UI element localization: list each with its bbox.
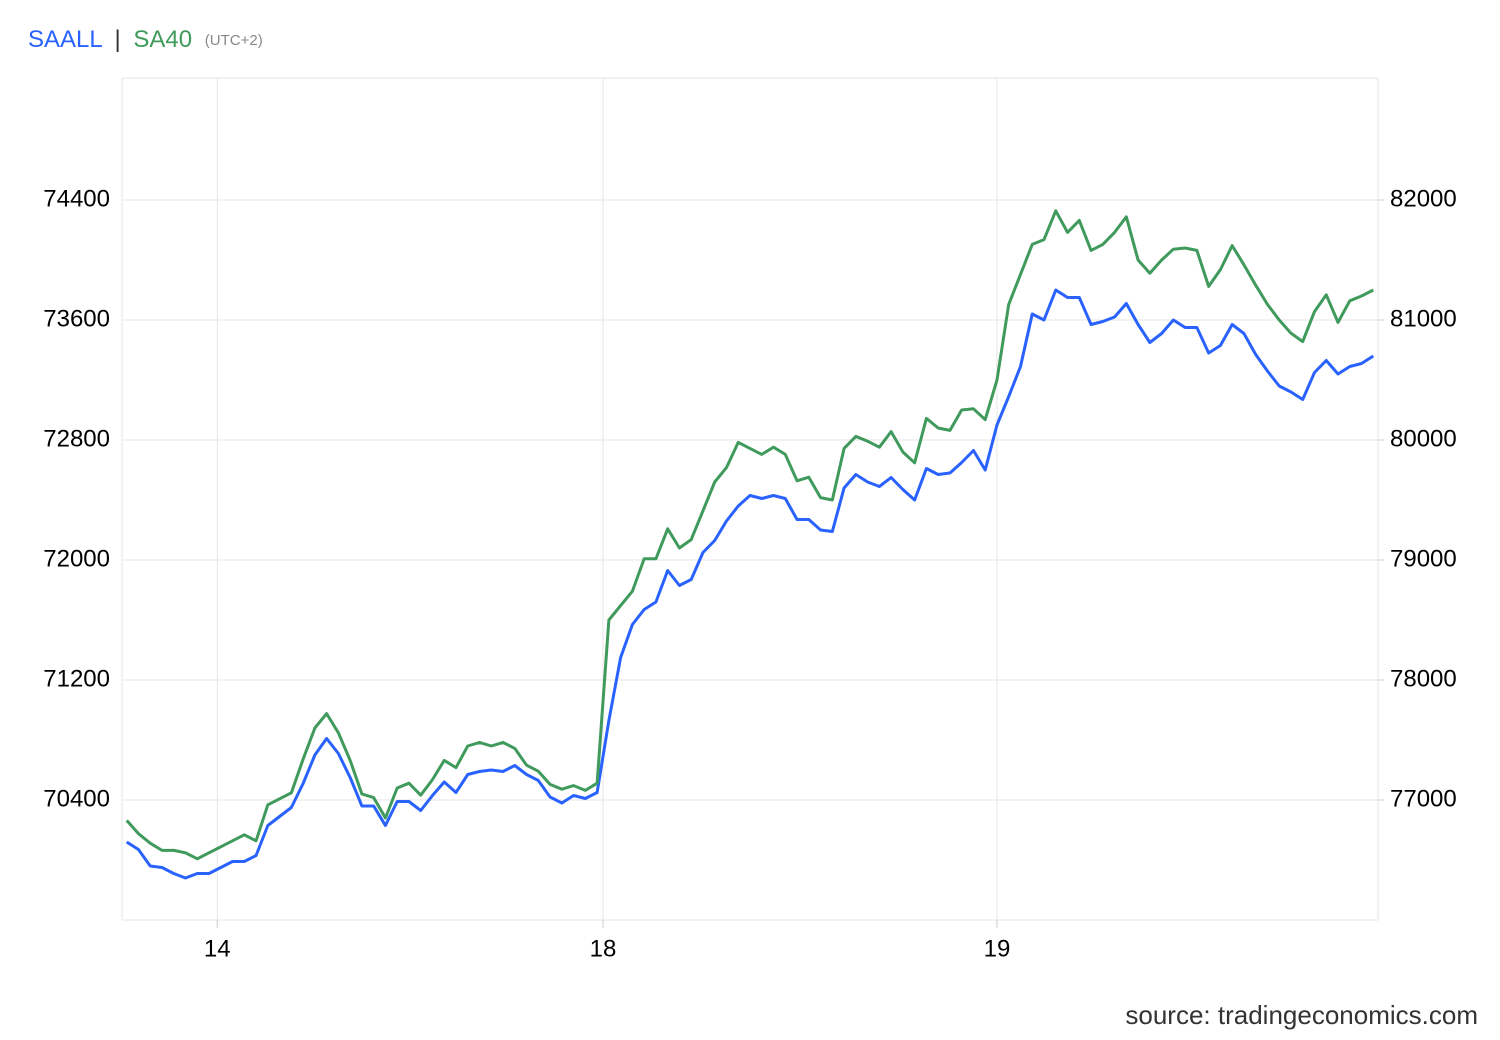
y2-tick-label: 77000	[1390, 785, 1457, 812]
y-tick-label: 70400	[43, 785, 110, 812]
x-tick-label: 18	[590, 935, 617, 962]
y2-tick-label: 82000	[1390, 185, 1457, 212]
x-tick-label: 14	[204, 935, 231, 962]
title-separator: |	[115, 26, 121, 53]
y2-tick-label: 79000	[1390, 545, 1457, 572]
chart-title: SAALL | SA40 (UTC+2)	[28, 26, 263, 53]
series-line	[125, 288, 1375, 880]
y-tick-label: 71200	[43, 665, 110, 692]
x-tick-label: 19	[984, 935, 1011, 962]
y-tick-label: 73600	[43, 305, 110, 332]
y2-tick-label: 78000	[1390, 665, 1457, 692]
y-tick-label: 72000	[43, 545, 110, 572]
legend-entry: SA40	[133, 26, 192, 53]
y-tick-label: 74400	[43, 185, 110, 212]
y-tick-label: 72800	[43, 425, 110, 452]
y2-tick-label: 81000	[1390, 305, 1457, 332]
series-line	[125, 209, 1374, 861]
source: source: tradingeconomics.com	[1125, 1000, 1478, 1030]
timezone: (UTC+2)	[205, 32, 263, 49]
y2-tick-label: 80000	[1390, 425, 1457, 452]
legend-entry: SAALL	[28, 26, 102, 53]
